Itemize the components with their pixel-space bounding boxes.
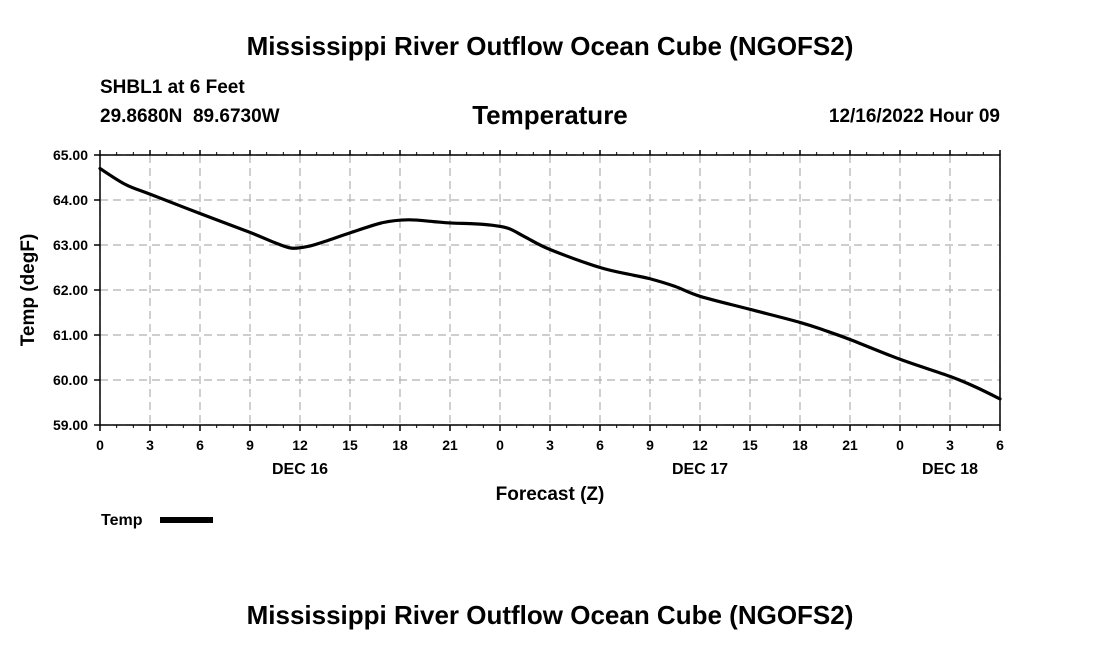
x-tick-label: 0 xyxy=(96,437,104,453)
y-tick-label: 65.00 xyxy=(53,147,88,163)
x-tick-label: 18 xyxy=(392,437,408,453)
date-labels: DEC 16 DEC 17 DEC 18 xyxy=(272,461,978,478)
x-tick-label: 9 xyxy=(646,437,654,453)
x-tick-label: 12 xyxy=(692,437,708,453)
y-tick-label: 61.00 xyxy=(53,327,88,343)
footer-title: Mississippi River Outflow Ocean Cube (NG… xyxy=(246,600,854,630)
x-axis-label: Forecast (Z) xyxy=(496,484,605,505)
x-tick-label: 6 xyxy=(596,437,604,453)
x-tick-label: 3 xyxy=(946,437,954,453)
x-tick-label: 9 xyxy=(246,437,254,453)
chart-title: Temperature xyxy=(472,100,628,130)
x-tick-label: 15 xyxy=(742,437,758,453)
y-tick-label: 64.00 xyxy=(53,192,88,208)
x-tick-label: 6 xyxy=(196,437,204,453)
temperature-chart: 59.00 60.00 61.00 62.00 63.00 64.00 65.00 0 3 6 9… xyxy=(18,147,1004,529)
y-axis-ticks: 59.00 60.00 61.00 62.00 63.00 64.00 65.00 xyxy=(53,147,100,433)
page-title: Mississippi River Outflow Ocean Cube (NG… xyxy=(246,31,854,61)
x-tick-label: 6 xyxy=(996,437,1004,453)
legend-swatch xyxy=(160,517,213,523)
x-tick-label: 21 xyxy=(442,437,458,453)
y-tick-label: 63.00 xyxy=(53,237,88,253)
x-axis-ticks: 0 3 6 9 12 15 18 21 0 3 6 9 12 15 18 21 0 3 6 xyxy=(96,150,1004,453)
y-tick-label: 62.00 xyxy=(53,282,88,298)
x-tick-label: 21 xyxy=(842,437,858,453)
forecast-timestamp: 12/16/2022 Hour 09 xyxy=(828,106,1000,127)
date-label: DEC 18 xyxy=(922,461,978,478)
station-name-depth: SHBL1 at 6 Feet xyxy=(100,77,245,98)
x-tick-label: 3 xyxy=(546,437,554,453)
chart-grid xyxy=(99,154,1001,426)
y-tick-label: 59.00 xyxy=(53,417,88,433)
x-tick-label: 12 xyxy=(292,437,308,453)
x-tick-label: 15 xyxy=(342,437,358,453)
station-coords: 29.8680N 89.6730W xyxy=(100,106,280,127)
date-label: DEC 16 xyxy=(272,461,328,478)
legend-label: Temp xyxy=(101,512,143,529)
temp-series-line xyxy=(98,166,1002,401)
x-tick-label: 18 xyxy=(792,437,808,453)
date-label: DEC 17 xyxy=(672,461,728,478)
x-tick-label: 0 xyxy=(896,437,904,453)
y-tick-label: 60.00 xyxy=(53,372,88,388)
x-tick-label: 3 xyxy=(146,437,154,453)
y-axis-label: Temp (degF) xyxy=(18,234,39,347)
x-tick-label: 0 xyxy=(496,437,504,453)
